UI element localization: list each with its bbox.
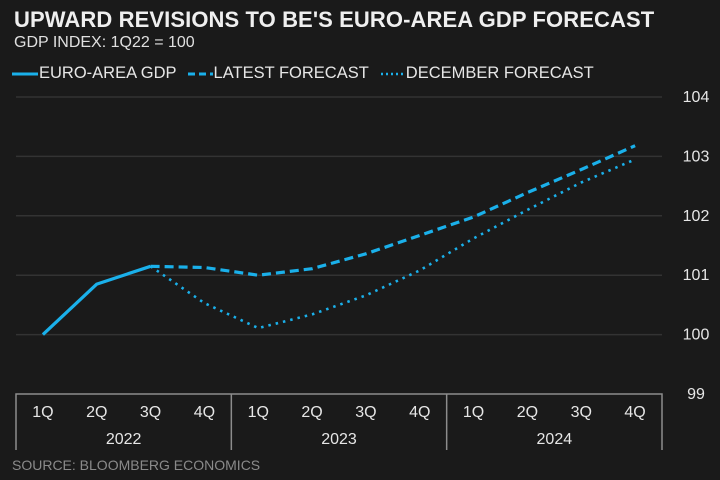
- legend-label: LATEST FORECAST: [213, 64, 369, 82]
- y-tick-label: 102: [683, 208, 710, 225]
- legend: EURO-AREA GDP LATEST FORECAST DECEMBER F…: [12, 64, 604, 83]
- x-tick-label: 3Q: [571, 404, 592, 421]
- series-line-latest-forecast: [150, 144, 636, 277]
- y-tick-label: 103: [683, 148, 710, 165]
- x-year-label: 2024: [537, 431, 573, 448]
- dashed-line-swatch-icon: [187, 72, 213, 75]
- x-tick-label: 4Q: [194, 404, 215, 421]
- x-tick-label: 1Q: [463, 404, 484, 421]
- y-tick-label: 101: [683, 267, 710, 284]
- source-note: SOURCE: BLOOMBERG ECONOMICS: [12, 457, 261, 473]
- x-tick-label: 4Q: [624, 404, 645, 421]
- chart-title: UPWARD REVISIONS TO BE'S EURO-AREA GDP F…: [14, 7, 655, 32]
- series-line-december-forecast: [149, 158, 636, 330]
- x-tick-label: 3Q: [140, 404, 161, 421]
- x-axis: 2022 2023 2024 1Q 2Q 3Q 4Q 1Q 2Q 3Q 4Q 1Q 2Q 3Q 4Q: [15, 393, 663, 450]
- y-axis: 99 100 101 102 103 104: [683, 89, 710, 403]
- y-tick-label: 99: [687, 386, 705, 403]
- x-tick-label: 2Q: [301, 404, 322, 421]
- legend-item-euro-area-gdp: EURO-AREA GDP: [12, 64, 177, 83]
- y-tick-label: 104: [683, 89, 710, 106]
- x-year-label: 2022: [106, 431, 142, 448]
- dotted-line-swatch-icon: [380, 72, 405, 75]
- gridlines: [16, 96, 662, 336]
- x-axis-box: [15, 393, 663, 450]
- solid-line-swatch-icon: [12, 72, 38, 75]
- x-tick-label: 2Q: [86, 404, 107, 421]
- x-tick-label: 2Q: [517, 404, 538, 421]
- legend-item-december-forecast: DECEMBER FORECAST: [379, 64, 594, 83]
- legend-label: DECEMBER FORECAST: [405, 64, 594, 82]
- x-year-label: 2023: [321, 431, 357, 448]
- legend-item-latest-forecast: LATEST FORECAST: [187, 64, 369, 83]
- x-tick-label: 1Q: [32, 404, 53, 421]
- legend-label: EURO-AREA GDP: [39, 64, 177, 82]
- chart-subtitle: GDP INDEX: 1Q22 = 100: [14, 34, 195, 51]
- series-line-euro-area-gdp: [41, 264, 152, 336]
- x-tick-label: 1Q: [248, 404, 269, 421]
- x-tick-label: 3Q: [355, 404, 376, 421]
- x-tick-label: 4Q: [409, 404, 430, 421]
- series-lines: [41, 144, 636, 336]
- y-tick-label: 100: [683, 327, 710, 344]
